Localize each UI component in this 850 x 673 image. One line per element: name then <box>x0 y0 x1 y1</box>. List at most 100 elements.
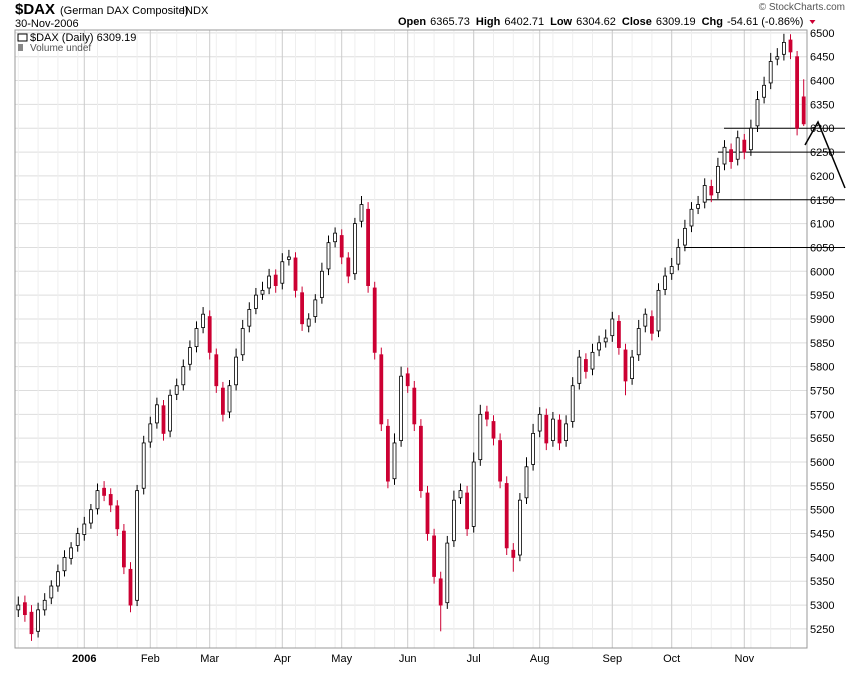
candle-body <box>385 425 390 482</box>
x-tick-label: Oct <box>663 653 680 665</box>
x-tick-label: Jul <box>467 653 481 665</box>
candle-body <box>782 41 786 55</box>
y-tick-label: 5300 <box>810 600 834 612</box>
y-tick-label: 5800 <box>810 362 834 374</box>
candle-body <box>484 411 489 420</box>
candle-body <box>240 328 245 356</box>
candle-body <box>762 84 766 98</box>
candle-body <box>518 499 522 556</box>
volume-label: Volume undef <box>30 43 91 54</box>
legend-entry: $DAX (Daily) 6309.19 <box>30 32 136 44</box>
candle-body <box>683 227 687 246</box>
candle-body <box>286 256 291 260</box>
candle-body <box>590 351 595 370</box>
candle-body <box>201 313 206 328</box>
candle-body <box>253 294 258 309</box>
candle-body <box>108 494 113 506</box>
candle-body <box>148 423 153 443</box>
candle-body <box>89 509 93 524</box>
candle-body <box>29 611 34 635</box>
candle-body <box>69 547 73 559</box>
y-tick-label: 5350 <box>810 576 834 588</box>
candle-body <box>161 405 166 434</box>
candle-body <box>306 318 311 327</box>
candle-body <box>551 418 555 441</box>
candle-body <box>227 385 232 413</box>
legend-name: $DAX (Daily) <box>30 32 94 44</box>
candle-body <box>346 257 351 277</box>
candle-body <box>333 232 338 243</box>
ohlc-value: 6309.19 <box>656 16 696 28</box>
y-tick-label: 5500 <box>810 505 834 517</box>
candle-body <box>471 461 476 527</box>
volume-icon <box>18 44 23 51</box>
candle-body <box>570 385 575 422</box>
candle-body <box>735 137 740 160</box>
candle-body <box>709 186 714 196</box>
candle-body <box>432 535 437 577</box>
candle-body <box>260 289 265 295</box>
candle-body <box>379 354 384 425</box>
candle-body <box>42 599 47 611</box>
ohlc-value: 6365.73 <box>430 16 470 28</box>
candle-body <box>564 423 568 441</box>
candle-body <box>511 549 516 558</box>
y-tick-label: 5400 <box>810 552 834 564</box>
annotation-arrow <box>804 120 846 189</box>
ohlc-summary: Open 6365.73 High 6402.71 Low 6304.62 Close 630… <box>398 16 816 28</box>
candle-body <box>154 404 159 424</box>
candle-body <box>663 275 667 290</box>
x-tick-label: Feb <box>141 653 160 665</box>
candle-body <box>372 287 377 353</box>
candle-body <box>22 602 27 616</box>
candle-body <box>418 425 423 492</box>
candle-body <box>597 342 601 351</box>
candle-body <box>617 320 621 348</box>
candle-body <box>491 421 496 439</box>
candle-body <box>636 328 641 356</box>
candle-body <box>445 542 450 604</box>
candle-body <box>729 149 733 163</box>
y-tick-label: 5950 <box>810 290 834 302</box>
candle-body <box>531 433 535 465</box>
candle-body <box>319 270 324 298</box>
candle-body <box>696 204 700 209</box>
candle-body <box>412 387 417 425</box>
candle-body <box>537 413 542 432</box>
y-tick-label: 6500 <box>810 28 834 40</box>
y-tick-label: 5600 <box>810 457 834 469</box>
ohlc-label: High <box>476 16 501 28</box>
candle-body <box>56 571 60 587</box>
y-tick-label: 6350 <box>810 99 834 111</box>
ohlc-label: Low <box>550 16 572 28</box>
y-tick-label: 5650 <box>810 433 834 445</box>
candle-body <box>768 61 773 84</box>
candle-body <box>650 316 654 334</box>
ohlc-label: Close <box>622 16 652 28</box>
candle-body <box>544 414 549 444</box>
candle-body <box>102 487 106 496</box>
y-tick-label: 5250 <box>810 624 834 636</box>
candle-body <box>16 604 21 611</box>
x-tick-label: Sep <box>603 653 623 665</box>
candle-body <box>82 523 87 535</box>
ohlc-label: Chg <box>702 16 723 28</box>
ohlc-label: Open <box>398 16 426 28</box>
credit: © StockCharts.com <box>759 2 845 13</box>
candle-body <box>755 99 760 127</box>
x-tick-label: Jun <box>399 653 417 665</box>
y-tick-label: 6200 <box>810 171 834 183</box>
candle-body <box>174 385 179 395</box>
x-tick-label: May <box>331 653 352 665</box>
candle-body <box>623 349 628 382</box>
candle-body <box>392 442 397 480</box>
candles <box>16 33 845 641</box>
legend-icon <box>17 33 28 42</box>
candle-body <box>742 139 747 153</box>
candle-body <box>458 490 463 499</box>
candle-body <box>359 204 364 222</box>
candle-body <box>438 578 443 606</box>
candle-body <box>300 292 305 325</box>
candle-body <box>504 483 509 549</box>
